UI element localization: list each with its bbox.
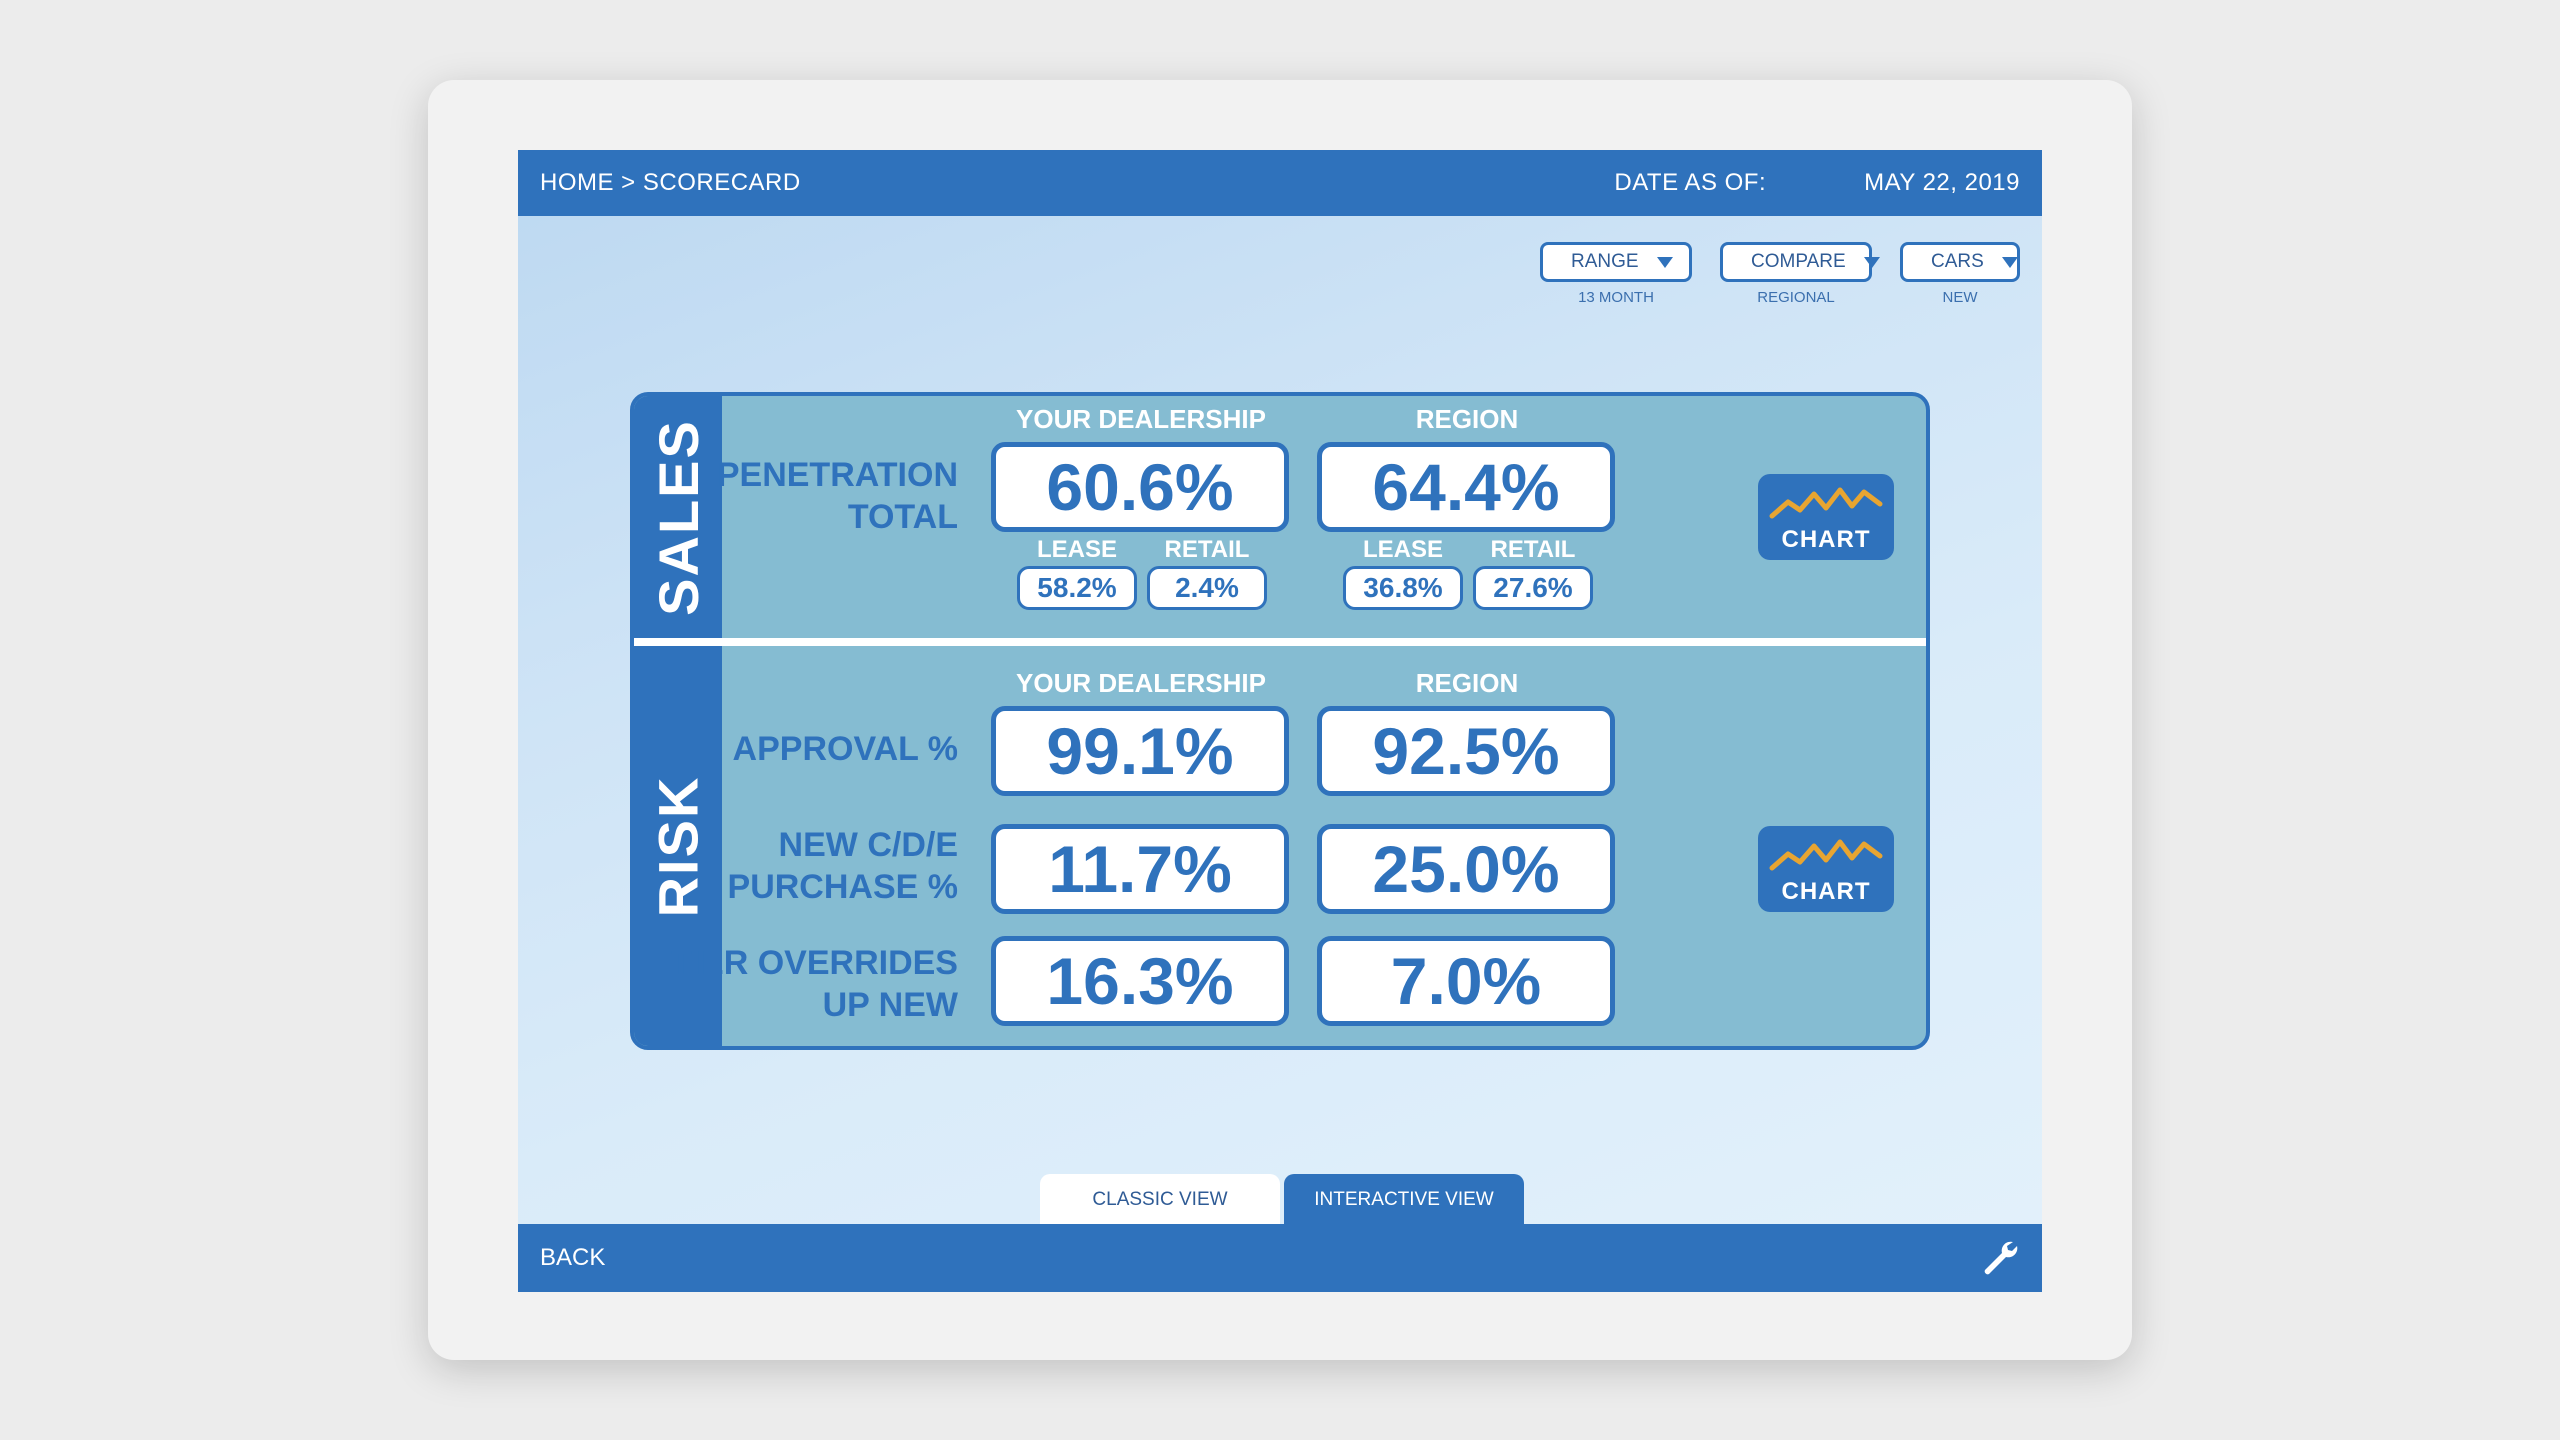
top-bar: HOME > SCORECARD DATE AS OF: MAY 22, 201… [518,150,2042,216]
chevron-down-icon [2001,256,2018,268]
compare-dropdown-label: COMPARE [1751,251,1846,272]
range-filter: RANGE 13 MONTH [1540,242,1692,306]
approval-region-value: 92.5% [1317,706,1615,796]
penetration-label: PENETRATION TOTAL [716,456,958,536]
sales-section: SALES YOUR DEALERSHIP REGION PENETRATION… [634,396,1926,638]
penetration-region-value: 64.4% [1317,442,1615,532]
cars-dropdown[interactable]: CARS [1900,242,2020,282]
region-lease-label: LEASE [1362,536,1443,563]
tier-overrides-label: TIER OVERRIDES UP NEW [670,944,958,1024]
chevron-down-icon [1863,256,1880,268]
date-value: MAY 22, 2019 [1864,169,2020,196]
dealership-lease-label: LEASE [1036,536,1117,563]
breadcrumb[interactable]: HOME > SCORECARD [540,169,801,196]
cars-filter: CARS NEW [1900,242,2020,306]
penetration-dealership-value: 60.6% [991,442,1289,532]
dealership-column-header: YOUR DEALERSHIP [1016,668,1266,698]
scorecard-panel: SALES YOUR DEALERSHIP REGION PENETRATION… [630,392,1930,1050]
back-button[interactable]: BACK [540,1244,606,1271]
tab-classic-view[interactable]: CLASSIC VIEW [1040,1174,1280,1226]
filter-bar: RANGE 13 MONTH COMPARE REGIONAL CARS NEW [1540,242,2020,306]
range-dropdown[interactable]: RANGE [1540,242,1692,282]
range-selected-value: 13 MONTH [1578,289,1654,306]
compare-filter: COMPARE REGIONAL [1720,242,1880,306]
wrench-icon[interactable] [1980,1238,2020,1278]
region-column-header: REGION [1415,404,1519,434]
chevron-down-icon [1656,256,1673,268]
sales-side-label: SALES [634,396,722,638]
bottom-bar: BACK [518,1224,2042,1292]
dealership-retail-value: 2.4% [1147,566,1267,610]
approval-dealership-value: 99.1% [991,706,1289,796]
compare-dropdown[interactable]: COMPARE [1720,242,1880,282]
tier-region-value: 7.0% [1317,936,1615,1026]
risk-chart-button[interactable]: CHART [1758,826,1894,912]
sales-chart-button[interactable]: CHART [1758,474,1894,560]
line-chart-icon [1769,839,1883,871]
new-cde-dealership-value: 11.7% [991,824,1289,914]
new-cde-region-value: 25.0% [1317,824,1615,914]
date-label: DATE AS OF: [1614,169,1767,196]
risk-section: RISK YOUR DEALERSHIP REGION APPROVAL % 9… [634,646,1926,1046]
tier-dealership-value: 16.3% [991,936,1289,1026]
section-divider [634,638,1926,646]
region-retail-label: RETAIL [1490,536,1576,563]
dealership-lease-value: 58.2% [1017,566,1137,610]
approval-label: APPROVAL % [732,730,958,768]
dealership-column-header: YOUR DEALERSHIP [1016,404,1266,434]
tab-interactive-view[interactable]: INTERACTIVE VIEW [1284,1174,1524,1226]
sales-chart-label: CHART [1781,526,1871,553]
range-dropdown-label: RANGE [1571,251,1639,272]
region-lease-value: 36.8% [1343,566,1463,610]
view-tabs: CLASSIC VIEW INTERACTIVE VIEW [1040,1174,1524,1226]
risk-side-label: RISK [634,646,722,1046]
app-screen: HOME > SCORECARD DATE AS OF: MAY 22, 201… [518,150,2042,1292]
dealership-retail-label: RETAIL [1164,536,1250,563]
line-chart-icon [1769,487,1883,519]
compare-selected-value: REGIONAL [1757,289,1835,306]
new-cde-label: NEW C/D/E PURCHASE % [727,826,958,906]
region-retail-value: 27.6% [1473,566,1593,610]
region-column-header: REGION [1415,668,1519,698]
cars-dropdown-label: CARS [1931,251,1984,272]
risk-chart-label: CHART [1781,878,1871,905]
cars-selected-value: NEW [1942,289,1978,306]
